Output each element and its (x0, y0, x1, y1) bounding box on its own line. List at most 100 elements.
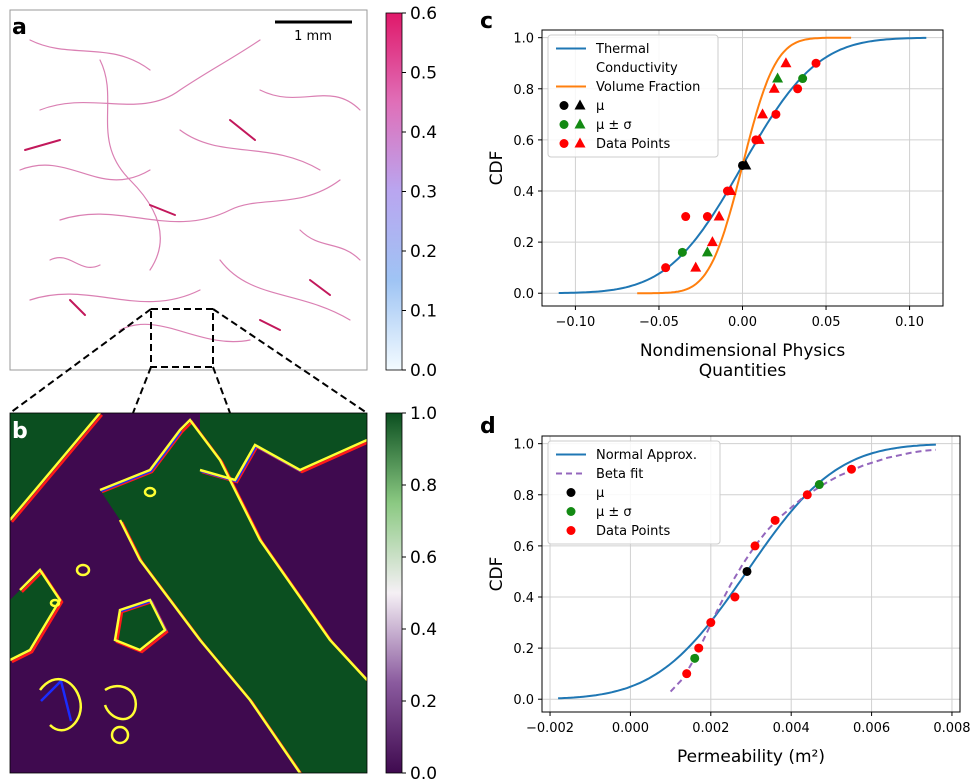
x-axis-label: Nondimensional Physics (640, 341, 846, 361)
colorbar-tick-label: 0.4 (410, 620, 437, 640)
panel-a-image (9, 9, 368, 371)
x-axis-label: Quantities (699, 361, 787, 381)
x-axis-label: Permeability (m²) (677, 747, 825, 767)
panel-b-contours (10, 413, 367, 773)
panel-b: b (9, 412, 368, 774)
x-tick-label: 0.000 (612, 721, 649, 736)
legend-label: Data Points (596, 524, 670, 539)
panel-b-letter: b (12, 419, 28, 444)
colorbar-tick-label: 1.0 (410, 404, 437, 424)
mu-point-triangle (740, 159, 752, 170)
legend-label: Beta fit (596, 467, 643, 482)
colorbar-tick-label: 0.0 (410, 361, 437, 381)
legend-marker-circle (566, 526, 576, 535)
sigma-point-circle (798, 74, 808, 84)
legend-label: μ ± σ (596, 505, 632, 520)
x-tick-label: 0.004 (773, 721, 810, 736)
legend-label: Data Points (596, 137, 670, 152)
x-tick-label: 0.002 (692, 721, 729, 736)
legend-label: Conductivity (596, 61, 678, 76)
colorbar-tick-label: 0.5 (410, 64, 437, 84)
legend-label: μ (596, 99, 604, 114)
data-point-triangle (780, 57, 792, 68)
legend-label: Normal Approx. (596, 448, 697, 463)
legend-marker-circle (566, 507, 576, 516)
data-point (682, 669, 692, 679)
sigma-point-triangle (701, 246, 713, 257)
data-point-circle (793, 84, 803, 94)
legend-label: μ ± σ (596, 118, 632, 133)
panel-a: 1 mm a (9, 9, 368, 371)
data-point-triangle (757, 108, 769, 119)
mu-point (742, 566, 752, 576)
y-tick-label: 1.0 (513, 32, 534, 47)
data-point (770, 515, 780, 525)
zoom-box (150, 308, 214, 368)
data-point-circle (702, 212, 712, 222)
panel-c-letter: c (480, 9, 493, 34)
y-axis-label: CDF (487, 151, 507, 186)
data-point-triangle (713, 210, 725, 221)
legend-marker-circle (559, 120, 569, 129)
data-point-triangle (753, 133, 765, 144)
x-tick-label: 0.00 (728, 315, 757, 330)
panel-d-letter: d (480, 414, 496, 439)
y-tick-label: 0.0 (513, 287, 534, 302)
sigma-point-triangle (772, 72, 784, 83)
colorbar-tick-label: 0.3 (410, 183, 437, 203)
panel-a-letter: a (12, 15, 27, 40)
y-tick-label: 1.0 (513, 438, 534, 453)
data-point-triangle (768, 82, 780, 93)
legend: Thermal Conductivity Volume Fraction μ μ ± σ… (547, 34, 719, 158)
colorbar-tick-label: 0.6 (410, 548, 437, 568)
data-point-triangle (725, 185, 737, 195)
colorbar-tick-label: 0.0 (410, 764, 437, 780)
legend-label: Volume Fraction (596, 80, 700, 95)
x-tick-label: −0.002 (526, 721, 574, 736)
series-line (637, 36, 852, 295)
legend-marker-circle (559, 139, 569, 148)
zoom-connectors (9, 308, 368, 414)
colorbar-tick-label: 0.4 (410, 123, 437, 143)
panel-a-streaks (19, 39, 361, 343)
legend-marker-circle (566, 488, 576, 497)
y-tick-label: 0.4 (513, 591, 534, 606)
legend: Normal Approx. Beta fit μ μ ± σ Data Points (547, 440, 721, 545)
data-point-circle (661, 263, 671, 273)
y-tick-label: 0.2 (513, 236, 534, 251)
colorbar-tick-label: 0.6 (410, 4, 437, 24)
legend-label: μ (596, 486, 604, 501)
legend-marker-triangle (574, 99, 586, 110)
colorbar-b: 0.0 0.2 0.4 0.6 0.8 1.0 (385, 404, 437, 780)
data-point-circle (811, 58, 821, 68)
panel-b-frame (9, 412, 368, 774)
y-tick-label: 0.6 (513, 134, 534, 149)
data-point-triangle (690, 261, 702, 272)
data-point (706, 618, 716, 628)
y-tick-label: 0.0 (513, 693, 534, 708)
panel-a-streaks-strong (24, 119, 331, 331)
data-point-circle (681, 212, 691, 222)
x-tick-label: 0.008 (933, 721, 970, 736)
scalebar-label: 1 mm (294, 29, 332, 44)
legend-box (547, 34, 719, 158)
axes-frame (541, 435, 961, 713)
data-point (730, 592, 740, 602)
y-axis-label: CDF (487, 557, 507, 592)
data-point (802, 490, 812, 500)
x-tick-label: −0.10 (555, 315, 595, 330)
colorbar-tick-label: 0.2 (410, 242, 437, 262)
data-point-triangle (706, 236, 718, 247)
x-tick-label: 0.006 (853, 721, 890, 736)
sigma-point (814, 480, 824, 490)
colorbar-b-bar (385, 412, 403, 774)
legend-marker-triangle (574, 137, 586, 148)
y-tick-label: 0.8 (513, 83, 534, 98)
sigma-point-circle (677, 247, 687, 257)
sigma-point (690, 653, 700, 663)
y-tick-label: 0.2 (513, 642, 534, 657)
colorbar-a: 0.0 0.1 0.2 0.3 0.4 0.5 0.6 (385, 4, 437, 381)
chart-d: −0.002 0.000 0.002 0.004 0.006 0.008 0.0 0.2 0.4… (487, 435, 971, 767)
legend-box (547, 440, 721, 545)
